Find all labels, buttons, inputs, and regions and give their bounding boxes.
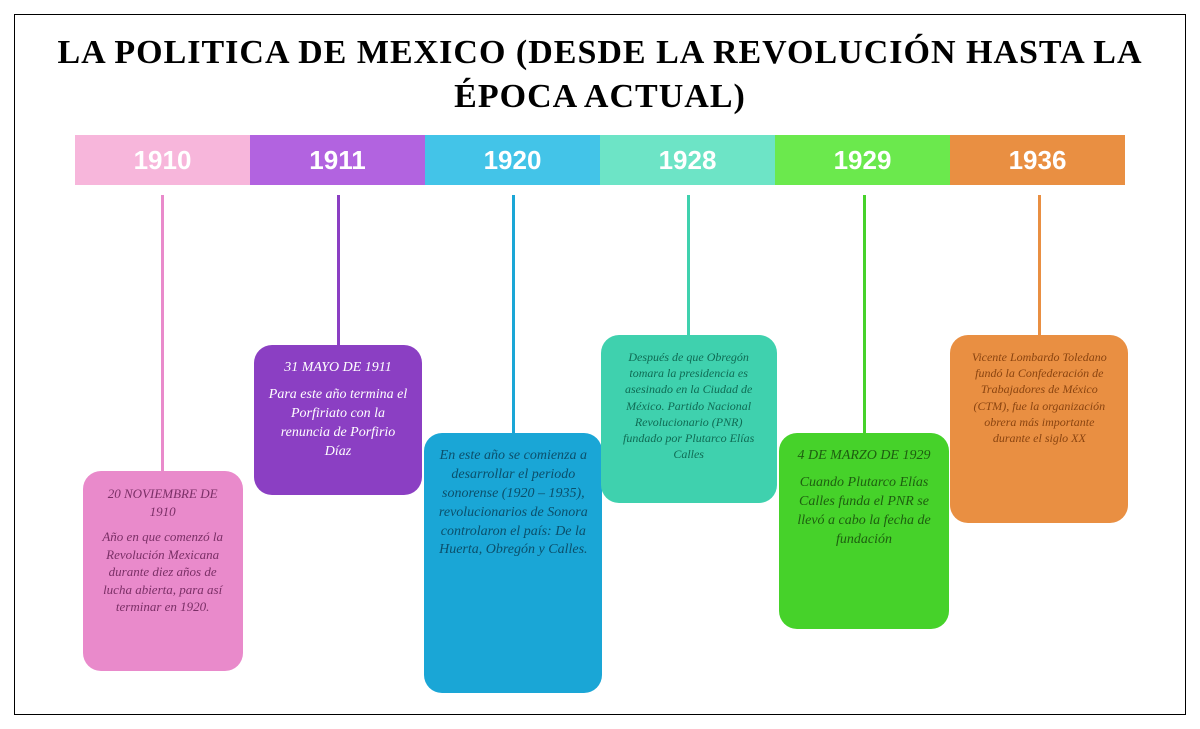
year-cell-1910: 1910 <box>75 135 250 185</box>
timeline-card-1936: Vicente Lombardo Toledano fundó la Confe… <box>950 335 1128 523</box>
timeline-card-1929: 4 DE MARZO DE 1929 Cuando Plutarco Elías … <box>779 433 949 629</box>
card-body: Año en que comenzó la Revolución Mexican… <box>102 529 223 614</box>
timeline-card-1920: En este año se comienza a desarrollar el… <box>424 433 602 693</box>
year-cell-1936: 1936 <box>950 135 1125 185</box>
timeline-stem <box>161 195 164 475</box>
card-body: Vicente Lombardo Toledano fundó la Confe… <box>972 350 1107 445</box>
year-cell-1920: 1920 <box>425 135 600 185</box>
infographic-frame: LA POLITICA DE MEXICO (DESDE LA REVOLUCI… <box>14 14 1186 715</box>
card-date: 31 MAYO DE 1911 <box>268 359 408 378</box>
year-cell-1929: 1929 <box>775 135 950 185</box>
page-title: LA POLITICA DE MEXICO (DESDE LA REVOLUCI… <box>15 15 1185 131</box>
timeline-card-1928: Después de que Obregón tomara la preside… <box>601 335 777 503</box>
timeline-stem <box>1038 195 1041 355</box>
card-date: 20 NOVIEMBRE DE 1910 <box>97 485 229 520</box>
year-cell-1928: 1928 <box>600 135 775 185</box>
timeline-cards-area: 20 NOVIEMBRE DE 1910 Año en que comenzó l… <box>75 195 1125 714</box>
card-body: Cuando Plutarco Elías Calles funda el PN… <box>797 475 930 547</box>
card-body: En este año se comienza a desarrollar el… <box>439 448 588 557</box>
timeline-stem <box>337 195 340 355</box>
timeline-card-1910: 20 NOVIEMBRE DE 1910 Año en que comenzó l… <box>83 471 243 671</box>
card-date: 4 DE MARZO DE 1929 <box>793 447 935 466</box>
year-cell-1911: 1911 <box>250 135 425 185</box>
timeline-stem <box>687 195 690 355</box>
timeline-year-bar: 191019111920192819291936 <box>75 135 1125 185</box>
timeline-stem <box>512 195 515 445</box>
card-body: Para este año termina el Porfiriato con … <box>269 387 407 459</box>
card-body: Después de que Obregón tomara la preside… <box>623 350 754 461</box>
timeline-stem <box>863 195 866 445</box>
timeline-card-1911: 31 MAYO DE 1911 Para este año termina el … <box>254 345 422 495</box>
